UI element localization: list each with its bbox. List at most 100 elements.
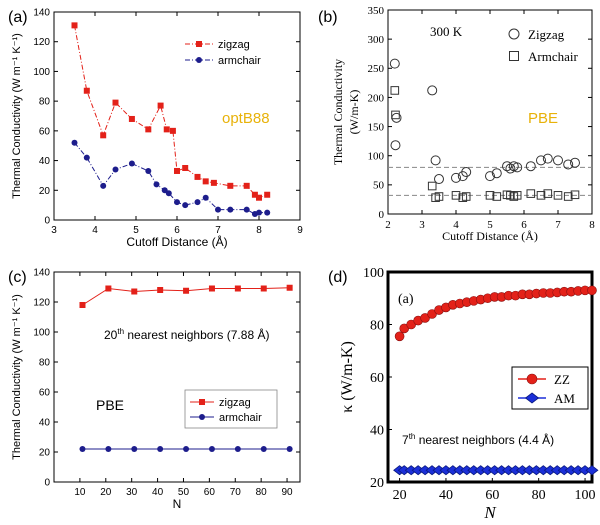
legend-label: zigzag xyxy=(218,39,250,51)
y-tick-label: 0 xyxy=(44,216,50,227)
data-point xyxy=(260,446,267,452)
legend-label: ZZ xyxy=(554,372,570,387)
data-point xyxy=(264,191,271,198)
data-point xyxy=(525,161,536,172)
data-point xyxy=(390,86,400,95)
panel-c-chart: 10 20 30 40 50 60 70 80 90 0 20 40 60 80 100 120 140 N The… xyxy=(11,268,301,511)
data-point xyxy=(434,174,444,185)
data-point xyxy=(585,465,599,476)
annotation-neighbors: 20th nearest neighbors (7.88 Å) xyxy=(104,327,269,342)
y-tick-label: 140 xyxy=(33,8,50,19)
y-axis-label: κ (W/m-K) xyxy=(339,341,356,413)
y-tick-label: 60 xyxy=(39,126,51,137)
data-point xyxy=(256,194,262,201)
y-tick-label: 120 xyxy=(33,37,50,48)
data-point xyxy=(570,157,580,168)
legend-label: zigzag xyxy=(219,397,251,409)
legend-label: armchair xyxy=(219,412,262,424)
data-point xyxy=(157,446,164,452)
data-point xyxy=(210,179,217,186)
data-point xyxy=(71,139,78,146)
y-axis-label-line2: (W/m-K) xyxy=(347,90,361,135)
data-point xyxy=(553,191,563,200)
series-line-1 xyxy=(74,142,268,215)
data-point xyxy=(451,172,461,183)
y-tick-label: 40 xyxy=(39,418,51,429)
data-point xyxy=(251,191,258,198)
y-tick-label: 80 xyxy=(370,318,384,333)
data-point xyxy=(491,168,502,179)
data-point xyxy=(182,165,189,171)
data-point xyxy=(563,192,573,201)
annotation-temperature: 300 K xyxy=(430,24,463,39)
x-tick-label: 80 xyxy=(256,487,268,498)
data-point xyxy=(427,181,437,191)
data-point xyxy=(536,191,546,200)
x-tick-label: 8 xyxy=(589,219,595,231)
x-tick-label: 7 xyxy=(215,225,221,236)
panel-label-a: (a) xyxy=(8,9,28,26)
annotation-neighbors: 7th nearest neighbors (4.4 Å) xyxy=(402,432,554,447)
data-point xyxy=(512,191,522,200)
x-axis-label: Cutoff Distance (Å) xyxy=(126,234,227,249)
legend-label: Zigzag xyxy=(528,27,565,42)
data-point xyxy=(563,159,574,170)
x-tick-label: 40 xyxy=(152,487,164,498)
data-point xyxy=(430,155,441,166)
data-point xyxy=(153,181,160,188)
data-point xyxy=(391,110,400,120)
x-tick-label: 60 xyxy=(485,488,499,503)
y-tick-label: 350 xyxy=(368,5,385,17)
x-tick-label: 90 xyxy=(281,487,293,498)
data-point xyxy=(553,155,563,166)
panel-a-chart: 3 4 5 6 7 8 9 0 20 40 60 80 100 120 140 Cutoff Distance… xyxy=(11,8,303,250)
data-point xyxy=(183,287,190,294)
y-tick-label: 80 xyxy=(39,97,51,108)
legend-marker xyxy=(196,41,202,47)
x-axis-label: N xyxy=(483,503,497,522)
data-point xyxy=(202,178,209,185)
data-point xyxy=(542,153,553,164)
data-point xyxy=(169,127,176,134)
data-point xyxy=(427,85,438,96)
y-tick-label: 120 xyxy=(33,298,50,309)
plot-frame xyxy=(53,271,301,483)
data-point xyxy=(543,189,553,198)
data-point xyxy=(587,285,597,296)
x-tick-label: 50 xyxy=(178,487,190,498)
data-point xyxy=(505,163,516,174)
panel-label-c: (c) xyxy=(8,269,27,286)
data-point xyxy=(461,167,472,178)
annotation-pbe: PBE xyxy=(96,397,124,413)
x-tick-label: 20 xyxy=(100,487,112,498)
inner-panel-label: (a) xyxy=(398,292,414,307)
legend-marker xyxy=(526,373,538,385)
data-point xyxy=(227,206,234,213)
data-point xyxy=(492,192,502,201)
data-point xyxy=(174,199,180,206)
y-tick-label: 20 xyxy=(370,476,384,491)
x-tick-label: 6 xyxy=(521,219,527,231)
data-point xyxy=(202,194,209,201)
x-tick-label: 60 xyxy=(204,487,216,498)
y-tick-label: 20 xyxy=(39,186,51,197)
data-point xyxy=(145,126,152,133)
data-point xyxy=(105,285,112,292)
data-point xyxy=(194,199,201,206)
y-tick-label: 100 xyxy=(33,328,50,339)
data-point xyxy=(112,99,119,106)
data-point xyxy=(502,161,512,172)
y-tick-label: 300 xyxy=(368,34,385,46)
y-tick-label: 50 xyxy=(373,180,385,192)
x-tick-label: 30 xyxy=(126,487,138,498)
data-point xyxy=(163,126,170,133)
data-point xyxy=(100,182,107,189)
y-tick-label: 100 xyxy=(368,151,385,163)
legend-marker xyxy=(196,57,202,63)
panel-label-d: (d) xyxy=(328,269,348,286)
data-point xyxy=(215,206,221,213)
data-point xyxy=(526,189,536,198)
x-tick-label: 6 xyxy=(174,225,180,236)
annotation-pbe: PBE xyxy=(528,110,558,127)
